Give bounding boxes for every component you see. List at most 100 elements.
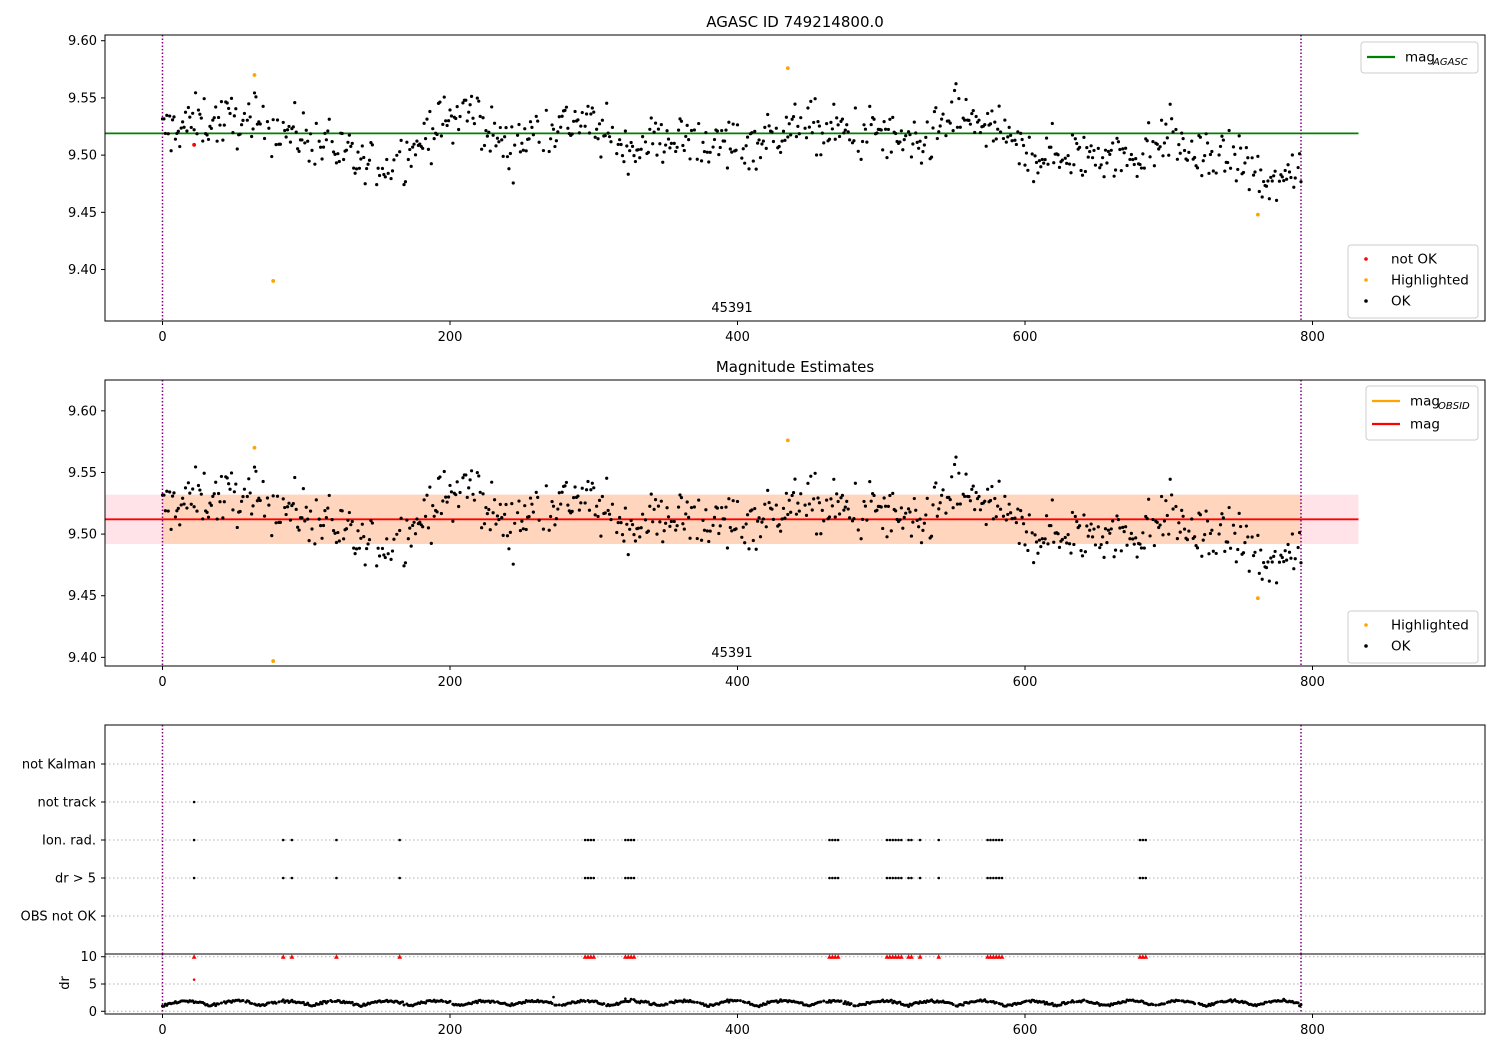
legend-point-swatch bbox=[1364, 623, 1368, 627]
legend-point-label: OK bbox=[1391, 294, 1412, 310]
ok-point bbox=[744, 144, 748, 148]
ok-point bbox=[1124, 146, 1128, 150]
ok-point bbox=[370, 143, 374, 147]
dr-point bbox=[994, 1001, 998, 1005]
ok-point bbox=[1297, 152, 1302, 156]
ok-point bbox=[1269, 175, 1273, 179]
ok-point bbox=[1185, 158, 1190, 162]
ok-point bbox=[707, 539, 711, 544]
ok-point bbox=[935, 514, 939, 518]
ok-point bbox=[763, 125, 767, 129]
ok-point bbox=[963, 118, 967, 122]
ok-point bbox=[796, 501, 800, 505]
ok-point bbox=[922, 521, 926, 525]
ok-point bbox=[521, 527, 525, 531]
ok-point bbox=[216, 491, 221, 496]
ok-point bbox=[672, 519, 676, 524]
ok-point bbox=[862, 499, 866, 504]
ok-point bbox=[541, 527, 546, 531]
ok-point bbox=[983, 499, 987, 503]
ok-point bbox=[198, 112, 202, 116]
ok-point bbox=[426, 147, 431, 151]
ok-point bbox=[1037, 159, 1041, 163]
ok-point bbox=[173, 137, 178, 141]
ok-point bbox=[825, 121, 829, 126]
ok-point bbox=[1257, 189, 1261, 194]
ok-point bbox=[513, 143, 517, 147]
ok-point bbox=[902, 137, 906, 142]
ok-point bbox=[1017, 541, 1021, 546]
ok-point bbox=[957, 96, 961, 101]
ok-point bbox=[648, 504, 652, 508]
ion-rad-flag-point bbox=[290, 838, 294, 842]
ok-point bbox=[1070, 510, 1075, 515]
ok-point bbox=[921, 528, 925, 532]
ok-point bbox=[310, 527, 314, 531]
ok-point bbox=[934, 106, 938, 110]
ok-point bbox=[1108, 531, 1112, 535]
ok-point bbox=[832, 477, 836, 481]
dr-point bbox=[725, 998, 729, 1002]
ok-point bbox=[586, 479, 590, 484]
ok-point bbox=[968, 499, 972, 503]
ok-point bbox=[675, 145, 679, 149]
ok-point bbox=[807, 125, 811, 129]
ok-point bbox=[439, 134, 443, 138]
ok-point bbox=[1063, 156, 1067, 160]
ok-point bbox=[929, 534, 934, 538]
ok-point bbox=[406, 157, 410, 162]
highlighted-point bbox=[271, 659, 276, 663]
ok-point bbox=[281, 497, 285, 501]
ok-point bbox=[510, 125, 514, 129]
dr-flag-point bbox=[290, 876, 294, 880]
dr-point bbox=[1024, 999, 1028, 1003]
ok-point bbox=[570, 132, 574, 136]
ok-point bbox=[444, 495, 448, 499]
ok-point bbox=[689, 506, 694, 510]
ok-point bbox=[560, 490, 564, 494]
ok-point bbox=[1013, 138, 1017, 142]
ok-point bbox=[988, 122, 993, 126]
ok-point bbox=[421, 146, 425, 150]
ok-point bbox=[492, 498, 497, 502]
ok-point bbox=[1292, 567, 1296, 571]
ok-point bbox=[409, 164, 413, 168]
ok-point bbox=[1093, 543, 1098, 547]
dr-point bbox=[441, 999, 445, 1003]
ok-point bbox=[924, 513, 928, 517]
ok-point bbox=[560, 114, 564, 118]
dr-point bbox=[274, 1001, 278, 1005]
ok-point bbox=[633, 159, 638, 164]
ok-point bbox=[176, 129, 180, 133]
ok-point bbox=[202, 471, 206, 475]
ok-point bbox=[1239, 146, 1243, 150]
ok-point bbox=[508, 151, 512, 156]
ok-point bbox=[554, 139, 558, 143]
ok-point bbox=[986, 111, 990, 116]
ok-point bbox=[362, 535, 366, 539]
ok-point bbox=[412, 142, 416, 146]
ok-point bbox=[528, 120, 533, 124]
ok-point bbox=[1164, 499, 1168, 503]
ok-point bbox=[528, 496, 533, 500]
ok-point bbox=[988, 498, 993, 503]
ok-point bbox=[501, 154, 505, 158]
ok-point bbox=[231, 508, 235, 512]
flag-category-label: OBS not OK bbox=[21, 910, 97, 925]
ok-point bbox=[886, 127, 891, 132]
dr-point bbox=[424, 1001, 428, 1005]
ok-point bbox=[997, 479, 1001, 483]
ok-point bbox=[1020, 515, 1024, 519]
ok-point bbox=[265, 120, 270, 124]
agasc-title: AGASC ID 749214800.0 bbox=[706, 13, 884, 31]
ok-point bbox=[842, 131, 846, 135]
ok-point bbox=[1007, 502, 1011, 506]
ok-point bbox=[1182, 527, 1187, 531]
ok-point bbox=[173, 515, 178, 519]
dr-point bbox=[1082, 998, 1086, 1002]
ok-point bbox=[375, 183, 379, 187]
ok-point bbox=[508, 530, 512, 534]
ok-point bbox=[1065, 541, 1069, 545]
ok-point bbox=[911, 142, 915, 146]
